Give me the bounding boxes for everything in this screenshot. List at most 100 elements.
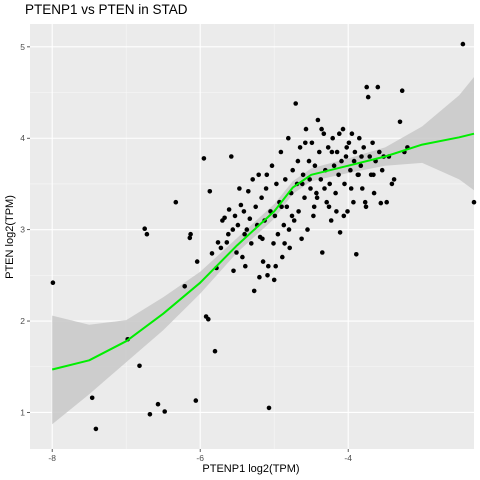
data-point: [243, 263, 248, 269]
data-point: [311, 204, 317, 210]
data-point: [187, 235, 193, 241]
data-point: [319, 126, 324, 132]
data-point: [346, 140, 352, 146]
data-point: [274, 181, 279, 187]
data-point: [297, 145, 303, 150]
y-tick-label: 4: [20, 133, 25, 143]
x-tick-label: -4: [344, 453, 352, 463]
data-point: [290, 167, 296, 173]
data-point: [378, 200, 384, 206]
data-point: [314, 195, 320, 200]
data-point: [365, 94, 371, 100]
data-point: [337, 230, 343, 235]
data-point: [345, 209, 350, 214]
data-point: [327, 181, 333, 187]
data-point: [300, 172, 306, 178]
data-point: [247, 216, 253, 221]
data-point: [331, 163, 337, 168]
data-point: [334, 149, 340, 155]
data-point: [201, 156, 207, 161]
data-point: [351, 199, 356, 205]
data-point: [312, 163, 318, 168]
data-point: [328, 218, 334, 223]
data-point: [397, 119, 403, 125]
data-point: [357, 135, 362, 141]
data-point: [341, 213, 347, 219]
data-point: [215, 240, 221, 245]
data-point: [367, 154, 373, 159]
data-point: [244, 227, 250, 232]
data-point: [354, 252, 359, 257]
data-point: [218, 245, 224, 251]
data-point: [283, 177, 288, 182]
data-point: [286, 227, 292, 232]
data-point: [318, 177, 324, 182]
data-point: [320, 250, 325, 255]
data-point: [333, 190, 338, 196]
data-point: [460, 41, 466, 47]
data-point: [362, 199, 368, 205]
data-point: [334, 209, 339, 214]
data-point: [242, 231, 247, 237]
data-point: [308, 186, 313, 191]
data-point: [305, 227, 310, 232]
data-point: [358, 163, 364, 168]
confidence-ribbon: [52, 77, 474, 425]
data-point: [293, 101, 299, 106]
data-point: [282, 241, 287, 246]
data-point: [93, 426, 99, 432]
data-point: [162, 409, 167, 414]
data-point: [326, 204, 332, 210]
data-point: [342, 181, 347, 187]
data-point: [241, 209, 247, 214]
data-point: [194, 259, 200, 264]
data-point: [307, 177, 313, 182]
data-point: [231, 268, 236, 274]
data-point: [322, 186, 327, 191]
y-tick-label: 1: [20, 407, 25, 417]
data-point: [377, 149, 382, 155]
data-point: [271, 241, 276, 246]
data-point: [232, 213, 238, 219]
data-point: [222, 215, 227, 221]
data-point: [329, 149, 335, 155]
data-point: [260, 259, 266, 264]
data-point: [360, 186, 365, 191]
data-point: [237, 186, 242, 191]
data-point: [266, 405, 272, 411]
data-point: [230, 227, 236, 232]
data-point: [340, 126, 346, 132]
data-point: [315, 117, 321, 123]
data-point: [303, 140, 308, 146]
data-point: [286, 135, 291, 141]
data-point: [371, 190, 377, 196]
data-point: [147, 412, 153, 417]
data-point: [314, 190, 319, 196]
data-point: [361, 145, 367, 150]
data-point: [384, 199, 390, 205]
data-point: [251, 288, 257, 294]
data-point: [299, 236, 304, 242]
y-tick-label: 2: [20, 316, 25, 326]
x-axis-ticks: -8 -6 -4: [48, 449, 352, 463]
data-point: [399, 88, 405, 93]
data-point: [266, 263, 271, 269]
data-point: [291, 218, 297, 223]
data-point: [269, 163, 275, 168]
x-tick-label: -6: [196, 453, 204, 463]
data-point: [264, 172, 270, 178]
data-point: [348, 186, 354, 191]
data-point: [317, 149, 322, 155]
data-point: [296, 209, 301, 214]
data-point: [259, 195, 264, 200]
data-point: [257, 274, 262, 280]
data-point: [343, 154, 349, 159]
data-point: [209, 251, 215, 256]
data-point: [336, 172, 341, 178]
data-point: [182, 284, 187, 289]
data-point: [275, 231, 281, 237]
data-point: [339, 158, 344, 164]
data-point: [281, 222, 287, 228]
data-point: [207, 189, 213, 194]
